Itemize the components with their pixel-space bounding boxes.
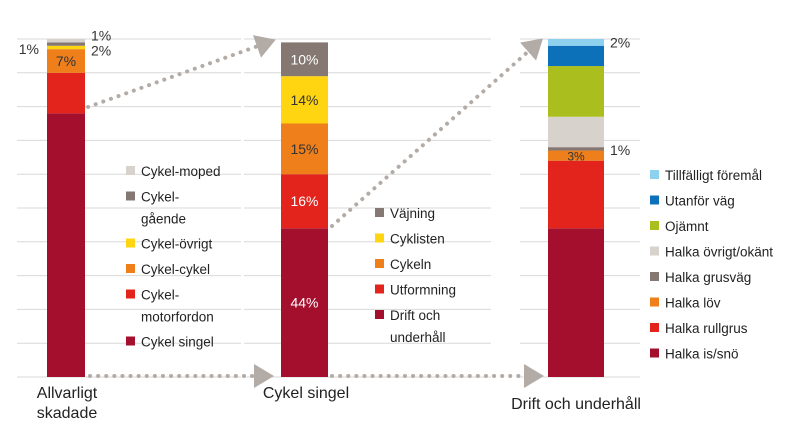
- legend-1-label-2: Cykel-: [141, 190, 179, 205]
- legend-3-swatch-8: [650, 348, 659, 358]
- bar-1-data-label-5: 1%: [91, 27, 111, 43]
- bar-3-segment-7: [548, 45, 604, 67]
- legend-2-swatch-3: [375, 259, 384, 268]
- legend-3-label-1: Tillfälligt föremål: [665, 168, 762, 183]
- bar-3-data-label-3: 3%: [567, 150, 585, 164]
- bar-1-segment-1: [47, 113, 85, 378]
- bar-1-segment-3: [47, 49, 85, 73]
- category-label-3-line-1: Drift och underhåll: [511, 395, 641, 413]
- bar-2-data-label-2: 16%: [290, 193, 318, 209]
- legend-3-label-2: Utanför väg: [665, 194, 735, 209]
- legend-1-label-5: Cykel-: [141, 288, 179, 303]
- bar-2-data-label-5: 10%: [290, 51, 318, 67]
- legend-1-label-3: Cykel-övrigt: [141, 237, 213, 252]
- bar-2-segment-2: [281, 174, 328, 229]
- bar-2-data-label-1: 44%: [290, 295, 318, 311]
- category-label-1-line-1: Allvarligt: [37, 385, 98, 402]
- legend-1-swatch-2: [126, 191, 135, 201]
- legend-2-label-1: Väjning: [390, 206, 435, 221]
- legend-3-label-7: Halka rullgrus: [665, 321, 748, 336]
- legend-3-label-5: Halka grusväg: [665, 270, 751, 285]
- legend-1-label-4: Cykel-cykel: [141, 262, 210, 277]
- bar-1-segment-2: [47, 72, 85, 114]
- bar-1-segment-4: [47, 45, 85, 50]
- bar-3-data-label-8: 2%: [610, 34, 630, 50]
- bar-3-segment-6: [548, 66, 604, 117]
- legend-3-label-6: Halka löv: [665, 296, 721, 311]
- bar-3-segment-8: [548, 39, 604, 46]
- legend-2-swatch-5: [375, 310, 384, 319]
- bar-3-segment-1: [548, 228, 604, 377]
- bar-2-data-label-3: 15%: [290, 141, 318, 157]
- bar-2-segment-1: [281, 228, 328, 377]
- category-label-2-line-1: Cykel singel: [263, 385, 349, 402]
- legend-3-swatch-2: [650, 195, 659, 205]
- arrow-to-drift-och-underhall: [330, 38, 543, 228]
- arrow-to-cykel-singel: [86, 35, 276, 109]
- bar-3-segment-4: [548, 147, 604, 151]
- legend-1-swatch-5: [126, 289, 135, 299]
- legend-3-label-4: Halka övrigt/okänt: [665, 245, 773, 260]
- bar-2-segment-4: [281, 76, 328, 124]
- legend-1-swatch-6: [126, 336, 135, 346]
- bar-1-data-label-6: 2%: [91, 42, 111, 58]
- legend-1-label-5-line-2: motorfordon: [141, 310, 214, 325]
- legend-3-label-8: Halka is/snö: [665, 347, 739, 362]
- legend-3-swatch-7: [650, 323, 659, 332]
- legend-3-swatch-3: [650, 221, 659, 230]
- legend-2-label-5: Drift och: [390, 308, 440, 323]
- legend-1-swatch-1: [126, 166, 135, 175]
- bar-2-data-label-4: 14%: [290, 92, 318, 108]
- bar-3-data-label-4: 1%: [610, 142, 630, 158]
- legend-1-label-2-line-2: gående: [141, 212, 186, 227]
- legend-1-label-6: Cykel singel: [141, 335, 214, 350]
- legend-2-label-3: Cykeln: [390, 257, 431, 272]
- legend-2-swatch-1: [375, 208, 384, 217]
- legend-1-swatch-4: [126, 264, 135, 273]
- bar-3-segment-2: [548, 160, 604, 229]
- bar-1-segment-6: [47, 39, 85, 43]
- legend-2-label-2: Cyklisten: [390, 232, 445, 247]
- bar-2-segment-3: [281, 123, 328, 175]
- legend-3-swatch-1: [650, 170, 659, 179]
- legend-2-label-5-line-2: underhåll: [390, 330, 446, 345]
- bar-1-data-label-3: 7%: [56, 53, 76, 69]
- bar-1-data-label-4: 1%: [19, 41, 39, 57]
- legend-2-swatch-4: [375, 284, 384, 294]
- bar-1-segment-5: [47, 42, 85, 46]
- legend-2-label-4: Utformning: [390, 283, 456, 298]
- legend-1-label-1: Cykel-moped: [141, 164, 221, 179]
- legend-3-label-3: Ojämnt: [665, 219, 709, 234]
- bar-2-segment-5: [281, 42, 328, 77]
- legend-3-swatch-6: [650, 297, 659, 307]
- category-label-1-line-2: skadade: [37, 405, 98, 422]
- legend-1-swatch-3: [126, 238, 135, 248]
- legend-2-swatch-2: [375, 233, 384, 243]
- legend-3-swatch-5: [650, 272, 659, 281]
- bar-3-segment-3: [548, 150, 604, 161]
- bar-3-segment-5: [548, 116, 604, 148]
- legend-3-swatch-4: [650, 246, 659, 256]
